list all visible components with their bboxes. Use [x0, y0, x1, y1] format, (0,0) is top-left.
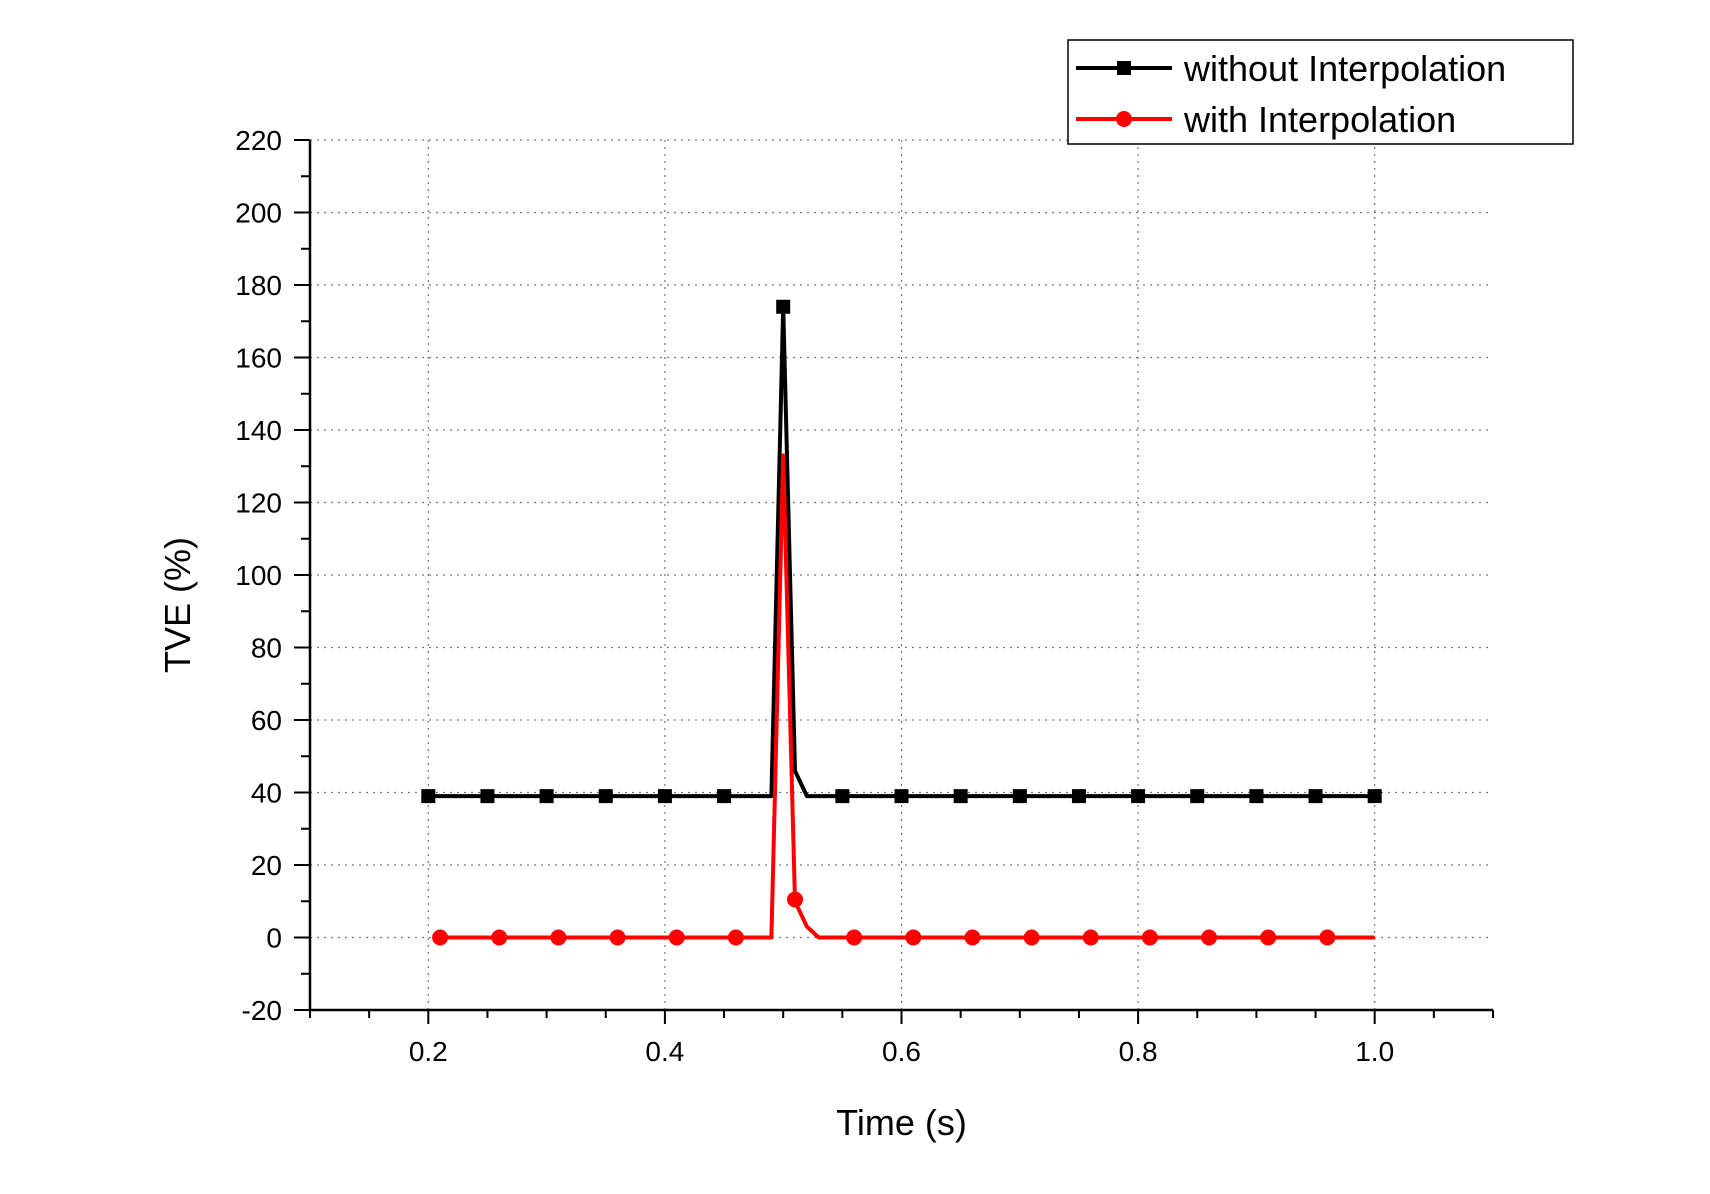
data-point-circle: [550, 929, 567, 946]
y-tick-label: 60: [251, 705, 282, 736]
data-point-square: [717, 789, 732, 804]
series: [421, 299, 1382, 946]
x-axis-title: Time (s): [836, 1102, 967, 1143]
x-tick-label: 0.6: [882, 1036, 921, 1067]
data-point-square: [835, 789, 850, 804]
data-point-circle: [727, 929, 744, 946]
legend-label: with Interpolation: [1183, 99, 1456, 140]
grid-lines: [310, 139, 1493, 1010]
data-point-circle: [1082, 929, 1099, 946]
data-point-circle: [1260, 929, 1277, 946]
legend-swatch-circle: [1116, 111, 1132, 127]
data-point-square: [776, 299, 791, 314]
data-point-circle: [787, 891, 804, 908]
legend: without Interpolation with Interpolation: [1067, 39, 1574, 145]
x-tick-label: 1.0: [1355, 1036, 1394, 1067]
axis-ticks: 0.2 0.4 0.6 0.8 1.0 -20 0 20 40 60 80 100 120 140 160 1…: [235, 125, 1494, 1067]
series-without-interpolation: [421, 299, 1382, 804]
y-axis-title: TVE (%): [157, 537, 198, 673]
data-point-square: [539, 789, 554, 804]
legend-label: without Interpolation: [1183, 48, 1506, 89]
x-tick-label: 0.2: [409, 1036, 448, 1067]
data-point-circle: [905, 929, 922, 946]
y-tick-label: 40: [251, 778, 282, 809]
data-point-square: [894, 789, 909, 804]
data-point-square: [421, 789, 436, 804]
series-with-interpolation: [432, 453, 1375, 946]
y-tick-label: 140: [235, 415, 282, 446]
data-point-square: [1071, 789, 1086, 804]
data-point-square: [598, 789, 613, 804]
y-tick-label: 200: [235, 198, 282, 229]
data-point-circle: [1023, 929, 1040, 946]
y-tick-label: 80: [251, 633, 282, 664]
data-point-square: [1308, 789, 1323, 804]
data-point-circle: [491, 929, 508, 946]
x-tick-label: 0.4: [645, 1036, 684, 1067]
y-tick-label: -20: [242, 995, 282, 1026]
data-point-square: [480, 789, 495, 804]
data-point-circle: [846, 929, 863, 946]
data-point-square: [1012, 789, 1027, 804]
data-point-circle: [668, 929, 685, 946]
y-tick-label: 160: [235, 343, 282, 374]
x-tick-label: 0.8: [1119, 1036, 1158, 1067]
data-point-circle: [1319, 929, 1336, 946]
y-tick-label: 120: [235, 488, 282, 519]
legend-swatch-square: [1117, 61, 1131, 75]
series-line: [428, 304, 1375, 799]
y-tick-label: 20: [251, 850, 282, 881]
y-tick-label: 180: [235, 270, 282, 301]
data-point-circle: [1201, 929, 1218, 946]
data-point-square: [1131, 789, 1146, 804]
data-point-circle: [1141, 929, 1158, 946]
data-point-circle: [432, 929, 449, 946]
data-point-circle: [609, 929, 626, 946]
data-point-circle: [964, 929, 981, 946]
data-point-square: [1367, 789, 1382, 804]
series-line: [440, 453, 1375, 940]
y-tick-label: 220: [235, 125, 282, 156]
data-point-square: [1249, 789, 1264, 804]
data-point-square: [1190, 789, 1205, 804]
legend-box: [1067, 39, 1574, 145]
y-tick-label: 100: [235, 560, 282, 591]
data-point-square: [953, 789, 968, 804]
y-tick-label: 0: [266, 923, 282, 954]
data-point-square: [657, 789, 672, 804]
